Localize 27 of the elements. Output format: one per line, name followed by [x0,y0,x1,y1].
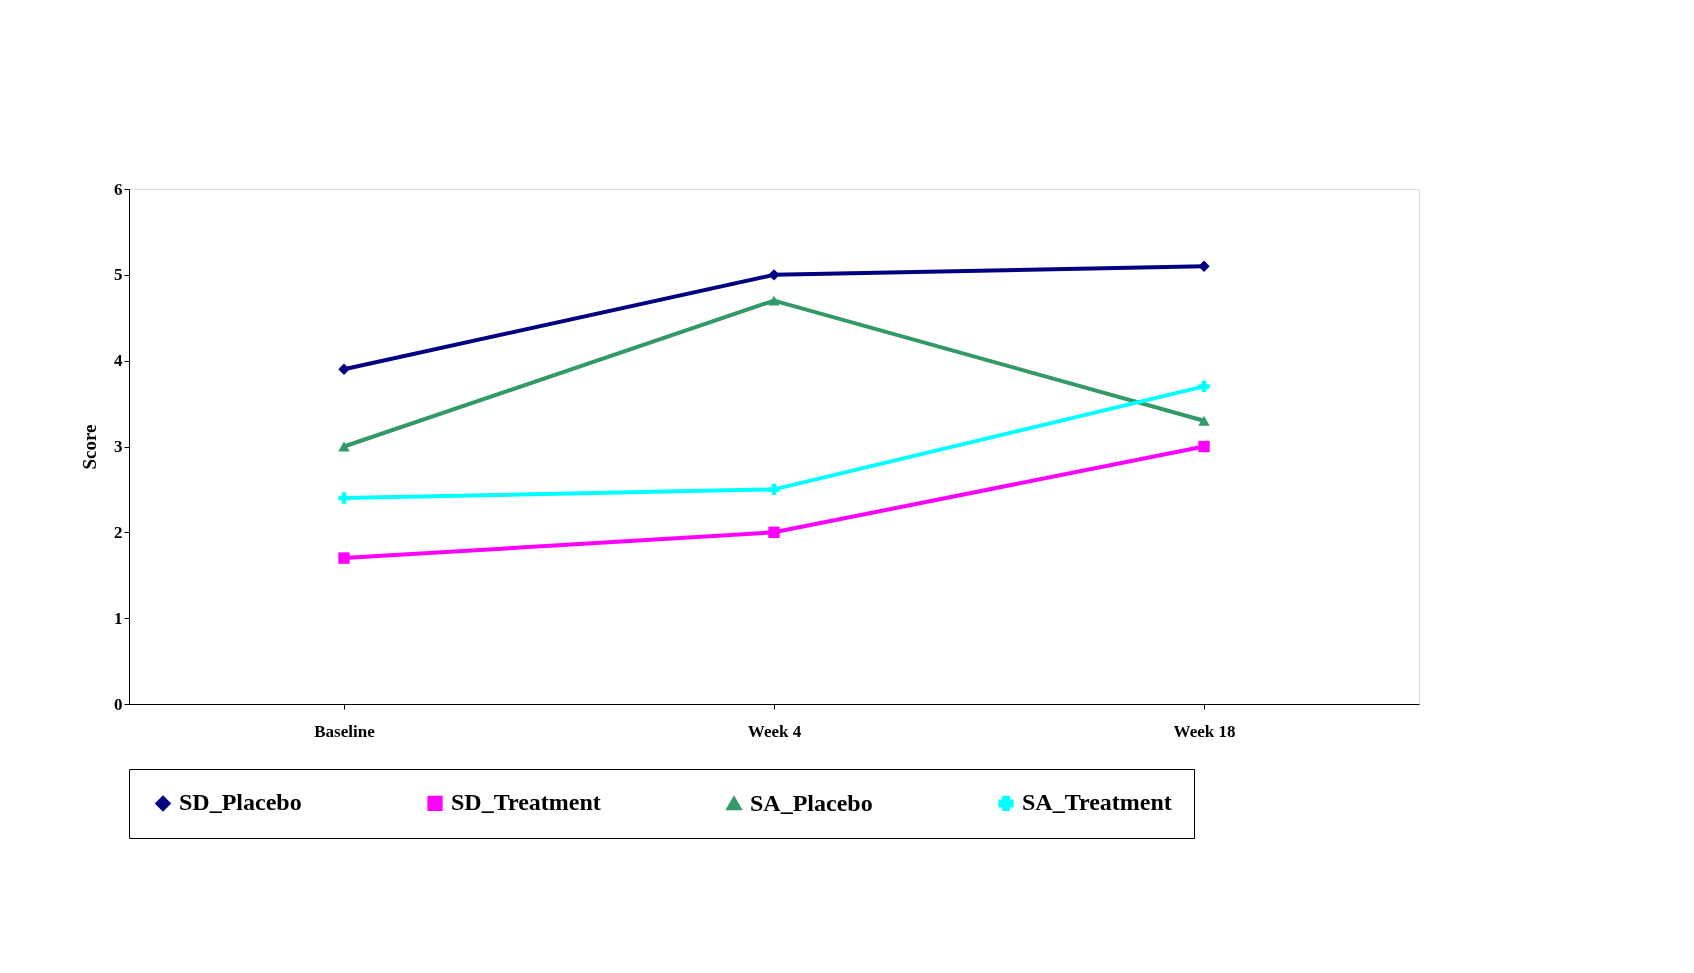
point [1198,415,1210,426]
y-tick-label: 5 [114,265,123,285]
point [768,295,780,306]
point [768,483,780,496]
point [768,526,780,539]
point [338,552,350,564]
legend-label: SD_Treatment [451,789,601,816]
x-tick-label: Week 18 [1173,721,1236,741]
y-axis-title: Score [79,424,100,470]
legend-label: SD_Placebo [179,789,302,816]
y-tick-label: 4 [114,351,123,371]
point [338,441,350,452]
x-tick-label: Baseline [314,721,376,741]
y-tick-label: 6 [114,179,123,199]
point [338,492,350,504]
legend-label: SA_Treatment [1022,789,1172,816]
legend-label: SA_Placebo [750,789,873,816]
y-tick-label: 0 [114,694,123,714]
y-tick-label: 1 [114,608,123,628]
point [1198,380,1210,393]
point [1198,260,1210,272]
point [768,269,780,281]
x-tick-label: Week 4 [747,721,802,741]
point [1198,440,1210,453]
point [338,363,350,375]
y-tick-label: 3 [114,437,123,456]
y-tick-label: 2 [114,522,123,542]
